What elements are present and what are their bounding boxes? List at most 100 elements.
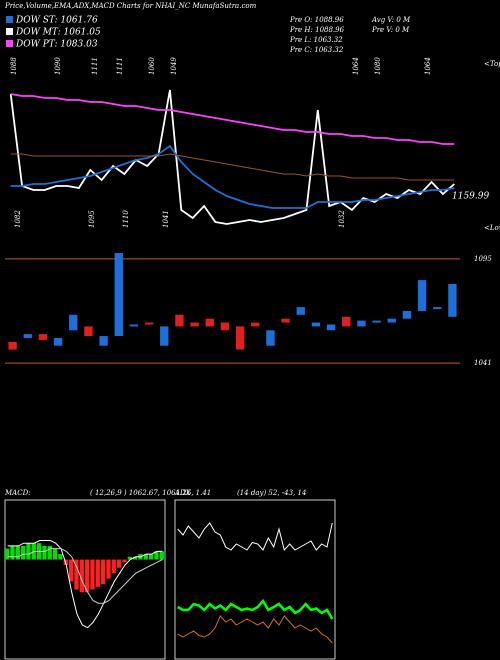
top-label: 1049 — [170, 57, 178, 75]
candle — [342, 316, 351, 327]
candle — [357, 320, 366, 327]
legend-label: DOW MT: 1061.05 — [15, 28, 101, 38]
candle — [296, 307, 305, 315]
low-label: 1032 — [338, 210, 346, 228]
candle — [281, 318, 290, 323]
adx-frame — [174, 499, 336, 660]
candle — [220, 322, 230, 331]
candle — [53, 337, 63, 346]
series-line — [177, 615, 333, 644]
candle — [433, 307, 442, 310]
histogram-bar — [101, 559, 106, 585]
histogram-bar — [10, 545, 15, 560]
histogram-bar — [149, 554, 154, 560]
histogram-bar — [69, 559, 74, 582]
candle — [84, 326, 93, 337]
panel-title: ADX — [174, 489, 192, 497]
candle — [190, 322, 199, 327]
histogram-bar — [143, 554, 148, 560]
candle — [402, 310, 412, 319]
candle — [372, 320, 381, 323]
histogram-bar — [127, 556, 132, 560]
low-label: 1082 — [14, 210, 22, 228]
candle — [235, 326, 245, 350]
candle — [99, 336, 108, 346]
panel-subtitle: ( 12,26,9 ) 1062.67, 1061.26, 1.41 — [90, 489, 211, 497]
histogram-bar — [106, 559, 111, 579]
series-line — [177, 522, 333, 552]
tops-note: <Tops — [484, 60, 500, 68]
panel-title: MACD: — [4, 489, 31, 497]
candle — [38, 334, 48, 340]
candle — [23, 334, 32, 338]
histogram-bar — [42, 545, 47, 560]
candle — [144, 322, 154, 325]
top-label: 1060 — [148, 57, 156, 75]
histogram-bar — [5, 548, 10, 560]
legend-swatch — [6, 16, 13, 23]
candle — [205, 318, 214, 327]
candle — [311, 322, 321, 327]
candle — [175, 314, 184, 327]
histogram-bar — [15, 545, 20, 560]
candle — [114, 253, 123, 337]
legend-label: DOW ST: 1061.76 — [15, 16, 98, 26]
histogram-bar — [122, 559, 127, 563]
candle — [387, 318, 396, 323]
last-label: 1159.99 — [452, 192, 489, 202]
histogram-bar — [58, 554, 63, 560]
series-line — [10, 144, 455, 209]
candle — [266, 330, 275, 346]
top-label: 1064 — [424, 57, 432, 75]
top-label: 1088 — [10, 57, 18, 75]
histogram-bar — [74, 559, 79, 590]
macd-frame — [4, 499, 166, 660]
info-text: Pre V: 0 M — [371, 26, 410, 34]
legend-swatch — [6, 40, 13, 47]
legend-swatch — [6, 28, 13, 35]
candle — [129, 324, 139, 327]
histogram-bar — [26, 543, 31, 560]
histogram-bar — [111, 559, 116, 574]
top-label: 1090 — [54, 57, 62, 75]
series-line — [7, 540, 163, 629]
histogram-bar — [79, 559, 84, 593]
candle — [326, 324, 336, 331]
candle — [251, 322, 260, 327]
series-line — [10, 153, 455, 181]
histogram-bar — [47, 545, 52, 560]
y-tick-label: 1041 — [474, 359, 492, 367]
histogram-bar — [90, 559, 95, 590]
histogram-bar — [159, 551, 164, 560]
histogram-bar — [117, 559, 122, 568]
histogram-bar — [133, 556, 138, 560]
info-text: Pre L: 1063.32 — [289, 36, 343, 44]
lows-note: <Lows — [484, 224, 500, 232]
info-text: Pre H: 1088.96 — [289, 26, 345, 34]
legend-label: DOW PT: 1083.03 — [15, 40, 98, 50]
low-label: 1095 — [88, 210, 96, 228]
histogram-bar — [21, 545, 26, 560]
panel-subtitle: (14 day) 52, -43, 14 — [237, 489, 306, 497]
top-label: 1111 — [116, 57, 124, 75]
y-tick-label: 1095 — [474, 255, 492, 263]
low-label: 1110 — [122, 210, 130, 228]
header-title: Price,Volume,EMA,ADX,MACD Charts for NHA… — [4, 2, 257, 10]
histogram-bar — [154, 551, 159, 560]
series-line — [7, 548, 163, 604]
candle — [8, 341, 17, 350]
series-line — [10, 93, 455, 145]
histogram-bar — [85, 559, 90, 593]
info-text: Pre C: 1063.32 — [289, 46, 344, 54]
histogram-bar — [95, 559, 100, 587]
candle — [69, 314, 78, 331]
info-text: Avg V: 0 M — [371, 16, 411, 24]
low-label: 1041 — [162, 210, 170, 228]
series-line — [177, 598, 334, 620]
top-label: 1064 — [352, 57, 360, 75]
info-text: Pre O: 1088.96 — [289, 16, 344, 24]
top-label: 1080 — [374, 57, 382, 75]
series-line — [9, 89, 455, 225]
candle — [448, 283, 457, 317]
